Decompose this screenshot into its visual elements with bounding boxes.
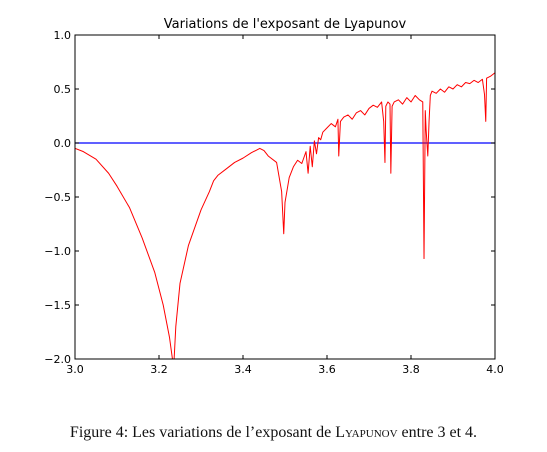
caption-suffix: entre 3 et 4.	[397, 424, 478, 441]
plot-frame	[74, 34, 496, 360]
y-tick-label: −1.5	[44, 299, 71, 312]
y-tick-label: −0.5	[44, 191, 71, 204]
y-tick-label: −2.0	[44, 353, 71, 366]
caption-prefix: Figure 4: Les variations de l’exposant d…	[69, 424, 336, 441]
caption-name: Lyapunov	[335, 424, 398, 441]
x-tick-label: 3.8	[402, 363, 420, 376]
chart-title: Variations de l'exposant de Lyapunov	[164, 17, 407, 32]
x-tick-label: 4.0	[486, 363, 504, 376]
y-tick-label: 0.5	[54, 83, 72, 96]
y-tick-label: −1.0	[44, 245, 71, 258]
y-tick-label: 0.0	[54, 137, 72, 150]
figure-caption: Figure 4: Les variations de l’exposant d…	[0, 424, 547, 442]
x-tick-label: 3.2	[150, 363, 168, 376]
x-tick-label: 3.0	[66, 363, 84, 376]
x-tick-label: 3.6	[318, 363, 336, 376]
series-line-lyapunov	[75, 72, 495, 359]
y-tick-label: 1.0	[54, 29, 72, 42]
plot-area	[75, 72, 495, 359]
axes: 3.0 3.2 3.4 3.6 3.8 4.0 1.0 0.5 0.0 −0.5 −1.0 −1.5 −…	[44, 29, 503, 376]
x-tick-label: 3.4	[234, 363, 252, 376]
